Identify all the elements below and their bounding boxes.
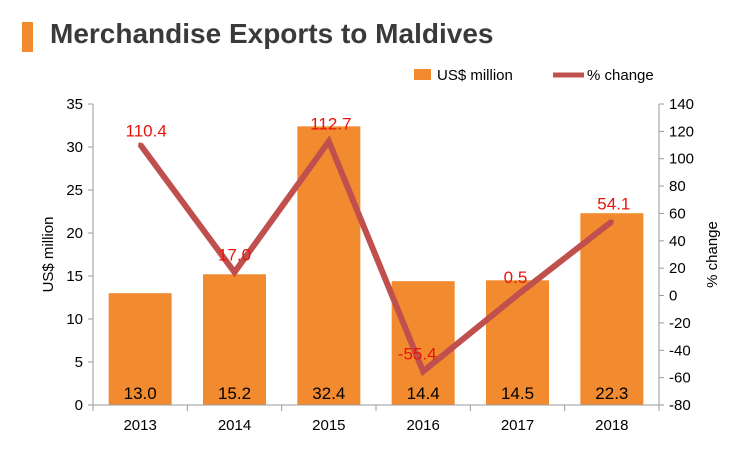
legend: US$ million % change [414,67,654,84]
y2-tick-label: -60 [669,370,691,387]
y-tick-label: 15 [66,268,83,285]
pct-change-label: 17.0 [218,245,251,264]
bar-value-label: 14.5 [501,384,534,403]
bar-value-label: 14.4 [407,384,440,403]
bar-series: 13.0 15.2 32.4 14.4 14.5 22.3 [108,126,644,406]
pct-change-label: 0.5 [504,268,528,287]
x-tick-label: 2014 [218,417,251,434]
y2-tick-label: 120 [669,123,694,140]
legend-bar-label: US$ million [437,67,513,84]
bar-value-label: 32.4 [312,384,345,403]
y-tick-label: 30 [66,139,83,156]
axes: 0 5 10 15 20 25 30 35 -80 -60 -40 -20 0 20 40 60 80 100 12… [66,96,694,434]
y2-tick-label: 0 [669,288,677,305]
y2-axis-title: % change [704,221,721,288]
y2-tick-label: 140 [669,96,694,113]
pct-change-line [137,135,614,377]
x-tick-label: 2017 [501,417,534,434]
pct-change-label: 110.4 [126,121,167,140]
title-accent-bar [22,22,33,52]
pct-change-point [421,369,426,374]
y-tick-label: 20 [66,225,83,242]
bar-2018 [580,213,644,405]
y2-tick-label: 100 [669,151,694,168]
bar-value-label: 13.0 [124,384,157,403]
bar-2017 [486,280,549,405]
y-axis-title: US$ million [40,217,57,293]
bar-2013 [108,293,172,405]
y-tick-label: 10 [66,311,83,328]
x-tick-label: 2013 [123,417,156,434]
bar-2014 [203,274,266,405]
y2-tick-label: 60 [669,205,686,222]
y-tick-label: 35 [66,96,83,113]
pct-change-point [609,219,614,224]
x-tick-label: 2018 [595,417,628,434]
pct-change-label: 112.7 [310,114,351,133]
pct-change-point [138,142,143,147]
x-tick-label: 2015 [312,417,345,434]
pct-change-point [515,292,520,297]
legend-bar-swatch [414,69,431,80]
chart-title: Merchandise Exports to Maldives [50,18,494,49]
bar-value-label: 22.3 [595,384,628,403]
bar-value-label: 15.2 [218,384,251,403]
y2-tick-label: 80 [669,178,686,195]
pct-change-point [232,270,237,275]
line-series: 110.4 17.0 112.7 -55.4 0.5 54.1 [126,114,630,377]
y2-tick-label: -40 [669,342,691,359]
y2-tick-label: -20 [669,315,691,332]
pct-change-label: -55.4 [398,344,437,363]
bar-2016 [391,281,455,405]
legend-line-label: % change [587,67,654,84]
y-tick-label: 25 [66,182,83,199]
pct-change-point [326,139,331,144]
y2-tick-label: 40 [669,233,686,250]
y-tick-label: 0 [75,397,83,414]
x-tick-label: 2016 [406,417,439,434]
y2-tick-label: -80 [669,397,691,414]
y-tick-label: 5 [75,354,83,371]
pct-change-label: 54.1 [597,195,630,214]
y2-tick-label: 20 [669,260,686,277]
